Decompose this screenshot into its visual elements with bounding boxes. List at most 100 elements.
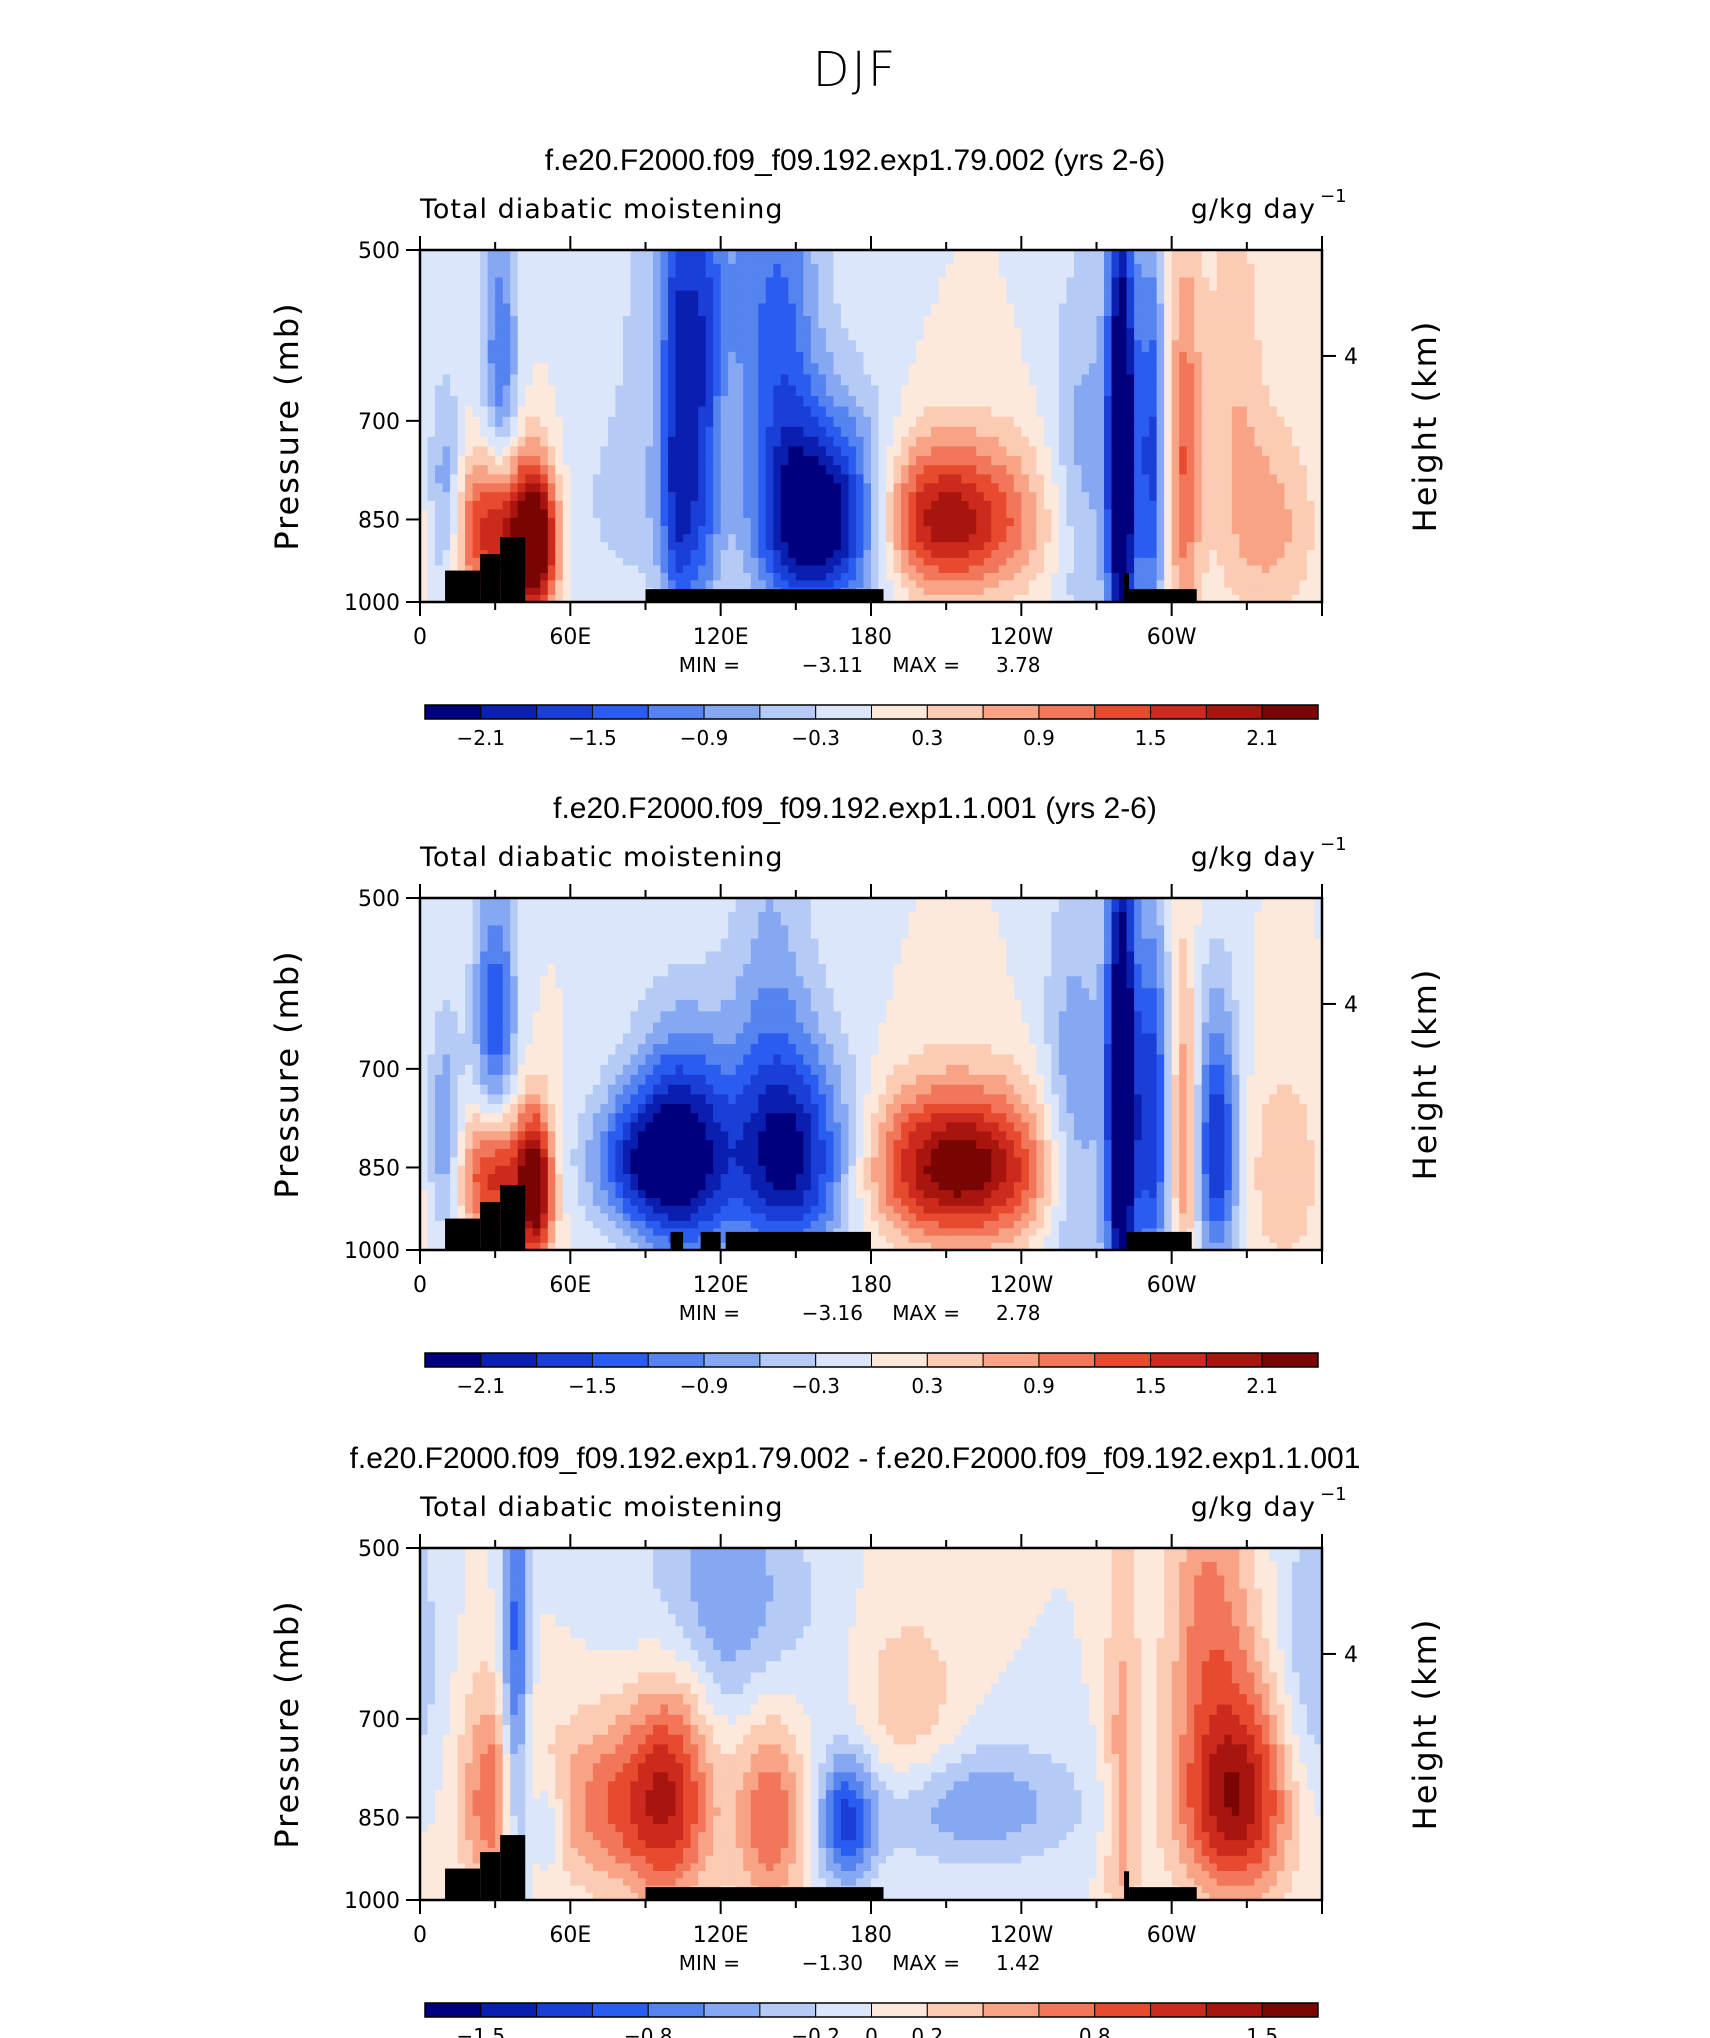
heatmap-cell xyxy=(1134,351,1143,364)
heatmap-cell xyxy=(961,911,970,927)
heatmap-cell xyxy=(765,898,774,913)
heatmap-cell xyxy=(1006,474,1015,484)
heatmap-cell xyxy=(525,263,534,279)
heatmap-cell xyxy=(472,303,481,317)
heatmap-cell xyxy=(592,426,601,438)
heatmap-cell xyxy=(622,406,632,418)
heatmap-cell xyxy=(1186,416,1195,428)
heatmap-cell xyxy=(1119,587,1128,596)
heatmap-cell xyxy=(420,340,429,353)
heatmap-cell xyxy=(585,492,594,502)
heatmap-cell xyxy=(810,526,819,535)
heatmap-cell xyxy=(637,550,647,559)
heatmap-cell xyxy=(795,526,804,535)
heatmap-cell xyxy=(916,277,925,292)
heatmap-cell xyxy=(743,250,752,265)
heatmap-cell xyxy=(1073,406,1083,418)
heatmap-cell xyxy=(1028,363,1037,376)
heatmap-cell xyxy=(1051,303,1060,317)
heatmap-cell xyxy=(525,898,534,913)
heatmap-cell xyxy=(758,465,767,475)
heatmap-cell xyxy=(1239,925,1248,940)
heatmap-cell xyxy=(645,572,654,581)
heatmap-cell xyxy=(480,426,489,438)
heatmap-cell xyxy=(442,550,451,559)
heatmap-cell xyxy=(863,517,872,527)
heatmap-cell xyxy=(810,500,819,511)
heatmap-cell xyxy=(1141,509,1150,519)
heatmap-cell xyxy=(1006,374,1015,386)
heatmap-cell xyxy=(931,416,940,428)
heatmap-cell xyxy=(592,385,601,397)
heatmap-cell xyxy=(991,385,1000,397)
heatmap-cell xyxy=(1299,526,1308,535)
heatmap-cell xyxy=(427,500,436,511)
heatmap-cell xyxy=(1058,594,1068,603)
heatmap-cell xyxy=(570,385,579,397)
heatmap-cell xyxy=(555,550,564,559)
heatmap-cell xyxy=(1269,550,1278,559)
heatmap-cell xyxy=(961,483,970,493)
heatmap-cell xyxy=(1149,250,1158,265)
heatmap-cell xyxy=(435,550,444,559)
heatmap-cell xyxy=(1239,328,1248,341)
heatmap-cell xyxy=(653,483,662,493)
heatmap-cell xyxy=(1058,385,1068,397)
heatmap-cell xyxy=(1276,351,1286,364)
heatmap-cell xyxy=(863,500,872,511)
heatmap-cell xyxy=(637,465,647,475)
heatmap-cell xyxy=(1291,426,1301,438)
heatmap-cell xyxy=(795,351,804,364)
heatmap-cell xyxy=(908,572,917,581)
heatmap-cell xyxy=(1224,455,1233,466)
heatmap-cell xyxy=(901,277,910,292)
heatmap-cell xyxy=(442,898,451,913)
heatmap-cell xyxy=(1194,396,1203,408)
heatmap-cell xyxy=(1051,550,1060,559)
heatmap-cell xyxy=(1096,565,1105,574)
heatmap-cell xyxy=(465,951,474,965)
heatmap-cell xyxy=(1066,465,1075,475)
heatmap-cell xyxy=(1104,509,1113,519)
heatmap-cell xyxy=(698,465,707,475)
heatmap-cell xyxy=(1216,426,1225,438)
heatmap-cell xyxy=(848,446,857,457)
heatmap-cell xyxy=(743,340,752,353)
heatmap-cell xyxy=(916,492,925,502)
heatmap-cell xyxy=(1156,385,1165,397)
heatmap-cell xyxy=(855,426,865,438)
heatmap-cell xyxy=(510,426,519,438)
heatmap-cell xyxy=(1299,898,1308,913)
heatmap-cell xyxy=(690,474,699,484)
heatmap-cell xyxy=(1201,406,1210,418)
heatmap-cell xyxy=(923,572,932,581)
heatmap-cell xyxy=(1104,911,1113,927)
heatmap-cell xyxy=(427,542,436,551)
heatmap-cell xyxy=(1134,550,1143,559)
heatmap-cell xyxy=(547,572,556,581)
heatmap-cell xyxy=(848,351,857,364)
heatmap-cell xyxy=(690,277,699,292)
heatmap-cell xyxy=(683,517,692,527)
heatmap-cell xyxy=(472,290,481,305)
heatmap-cell xyxy=(758,474,767,484)
heatmap-cell xyxy=(1306,426,1316,438)
heatmap-cell xyxy=(675,951,684,965)
heatmap-cell xyxy=(653,565,662,574)
heatmap-cell xyxy=(758,572,767,581)
heatmap-cell xyxy=(1088,911,1098,927)
heatmap-cell xyxy=(968,316,977,329)
heatmap-cell xyxy=(615,385,624,397)
heatmap-cell xyxy=(1013,557,1022,567)
heatmap-cell xyxy=(848,340,857,353)
heatmap-cell xyxy=(517,436,526,448)
heatmap-cell xyxy=(705,385,714,397)
heatmap-cell xyxy=(840,492,850,502)
heatmap-cell xyxy=(1179,925,1188,940)
heatmap-cell xyxy=(750,316,759,329)
heatmap-cell xyxy=(1081,396,1090,408)
heatmap-cell xyxy=(1043,426,1052,438)
heatmap-cell xyxy=(510,351,519,364)
heatmap-cell xyxy=(795,465,804,475)
heatmap-cell xyxy=(728,483,737,493)
